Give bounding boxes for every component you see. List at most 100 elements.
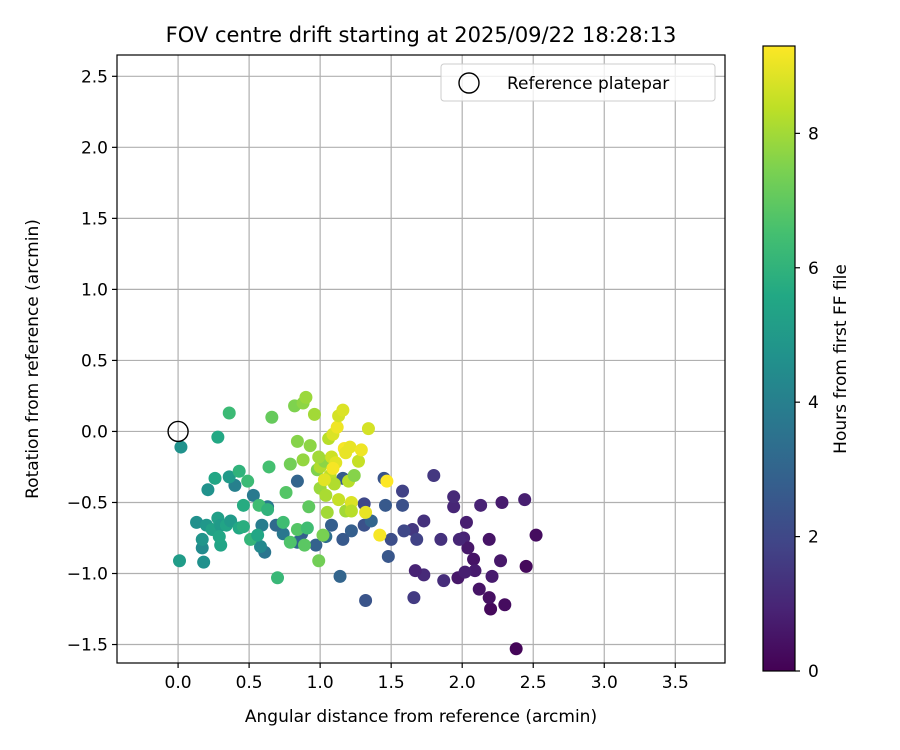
y-tick-label: 1.0	[81, 280, 108, 300]
data-point	[472, 582, 486, 596]
data-point	[347, 468, 361, 482]
legend-box	[440, 63, 716, 102]
data-point	[332, 493, 346, 507]
data-point	[320, 505, 334, 519]
colorbar-tick-label: 4	[808, 393, 819, 413]
data-point	[509, 642, 523, 656]
data-point	[173, 554, 187, 568]
data-point	[417, 514, 431, 528]
data-point	[427, 468, 441, 482]
data-point	[307, 407, 321, 421]
data-point	[410, 532, 424, 546]
data-point	[312, 554, 326, 568]
data-point	[452, 532, 466, 546]
data-point	[339, 446, 353, 460]
data-point	[397, 524, 411, 538]
data-point	[262, 460, 276, 474]
data-point	[261, 503, 275, 517]
data-point	[485, 569, 499, 583]
data-point	[312, 450, 326, 464]
x-tick-label: 3.5	[662, 673, 689, 693]
data-point	[351, 454, 365, 468]
x-tick-label: 1.5	[378, 673, 405, 693]
data-point	[330, 420, 344, 434]
data-point	[381, 549, 395, 563]
data-point	[396, 498, 410, 512]
colorbar-ticks: 0 2 4 6 8	[795, 124, 819, 682]
y-tick-label: −1.5	[67, 636, 108, 656]
data-point	[195, 532, 209, 546]
data-point	[384, 532, 398, 546]
data-point	[303, 439, 317, 453]
data-point	[354, 443, 368, 457]
data-point	[236, 520, 250, 534]
data-point	[380, 474, 394, 488]
data-point	[518, 493, 532, 507]
colorbar-tick-label: 8	[808, 124, 819, 144]
data-point	[458, 565, 472, 579]
data-point	[224, 514, 238, 528]
data-point	[253, 540, 267, 554]
y-tick-label: 2.0	[81, 138, 108, 158]
data-point	[408, 564, 422, 578]
data-point	[265, 410, 279, 424]
x-tick-label: 2.0	[449, 673, 476, 693]
data-point	[468, 564, 482, 578]
legend-marker-icon	[458, 72, 480, 94]
plot-background	[117, 55, 725, 663]
data-point	[459, 515, 473, 529]
data-point	[396, 484, 410, 498]
data-point	[174, 440, 188, 454]
data-point	[378, 498, 392, 512]
data-point	[494, 554, 508, 568]
legend-label: Reference platepar	[507, 74, 669, 94]
data-point	[326, 461, 340, 475]
data-point	[283, 457, 297, 471]
data-point	[437, 574, 451, 588]
data-point	[222, 470, 236, 484]
y-tick-label: 1.5	[81, 209, 108, 229]
data-point	[359, 505, 373, 519]
data-point	[373, 528, 387, 542]
x-tick-label: 2.5	[520, 673, 547, 693]
plot-frame	[116, 54, 726, 664]
data-point	[317, 473, 331, 487]
data-point	[283, 535, 297, 549]
data-point	[336, 403, 350, 417]
data-point	[251, 528, 265, 542]
data-point	[482, 591, 496, 605]
data-point	[222, 406, 236, 420]
data-point	[467, 552, 481, 566]
data-point	[276, 527, 290, 541]
legend: Reference platepar	[440, 63, 716, 102]
y-tick-label: 0.0	[81, 422, 108, 442]
data-point	[212, 530, 226, 544]
data-point	[300, 521, 314, 535]
data-point	[255, 518, 269, 532]
data-points	[173, 390, 543, 656]
colorbar-gradient	[762, 45, 796, 672]
reference-platepar-marker	[167, 420, 189, 443]
data-point	[232, 464, 246, 478]
data-point	[241, 474, 255, 488]
data-point	[299, 390, 313, 404]
data-point	[316, 528, 330, 542]
data-point	[495, 495, 509, 509]
data-point	[359, 593, 373, 607]
data-point	[336, 532, 350, 546]
y-tick-label: 2.5	[81, 67, 108, 87]
x-tick-label: 0.0	[165, 673, 192, 693]
data-point	[309, 538, 323, 552]
data-point	[279, 486, 293, 500]
data-point	[482, 532, 496, 546]
data-point	[290, 474, 304, 488]
data-point	[529, 528, 543, 542]
data-point	[519, 559, 533, 573]
x-axis-label: Angular distance from reference (arcmin)	[245, 707, 597, 727]
data-point	[344, 524, 358, 538]
data-point	[344, 504, 358, 518]
data-point	[484, 602, 498, 616]
data-point	[361, 422, 375, 436]
data-point	[276, 515, 290, 529]
